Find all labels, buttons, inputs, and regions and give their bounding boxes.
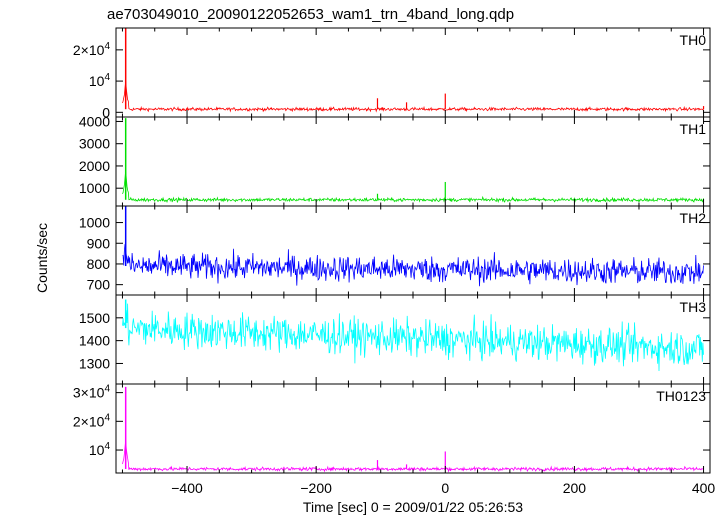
y-tick-label: 2000: [79, 158, 110, 174]
panel-th2: 1000 900 800 700 TH2: [79, 205, 711, 296]
chart-title: ae703049010_20090122052653_wam1_trn_4ban…: [107, 6, 514, 23]
y-tick-label: 2×104: [73, 412, 111, 429]
y-tick-label: 104: [89, 441, 111, 458]
y-tick-label: 1400: [79, 333, 110, 349]
y-tick-label: 4000: [79, 113, 110, 129]
x-axis-label: Time [sec] 0 = 2009/01/22 05:26:53: [303, 499, 523, 515]
panel-frame: [115, 205, 711, 296]
series-line-th1: [122, 170, 704, 204]
series-line-th0123: [122, 440, 704, 473]
series-line-th0: [122, 81, 704, 113]
panel-label: TH1: [680, 121, 707, 137]
panel-label: TH0123: [656, 388, 706, 404]
x-tick-label: −400: [171, 480, 203, 496]
panel-frame: [115, 27, 711, 118]
y-tick-label: 1000: [79, 215, 110, 231]
y-tick-label: 700: [87, 277, 111, 293]
x-tick-label: 200: [563, 480, 587, 496]
y-tick-label: 800: [87, 256, 111, 272]
panel-frame: [115, 383, 711, 474]
panel-label: TH3: [680, 299, 707, 315]
x-tick-label: 0: [441, 480, 449, 496]
y-tick-label: 900: [87, 235, 111, 251]
panel-th0123: 3×104 2×104 104 TH0123: [73, 383, 711, 474]
panel-th3: 1500 1400 1300 TH3: [79, 294, 711, 385]
panel-th1: 4000 3000 2000 1000 TH1: [79, 113, 711, 207]
y-tick-label: 3000: [79, 136, 110, 152]
panel-th0: 2×104 104 0 TH0: [73, 27, 711, 120]
x-tick-label: −200: [300, 480, 332, 496]
panel-frame: [115, 116, 711, 207]
y-tick-label: 0: [102, 104, 110, 120]
y-axis-label: Counts/sec: [34, 223, 50, 293]
y-tick-label: 2×104: [73, 41, 111, 58]
series-line-th3: [122, 303, 704, 372]
panels-group: 2×1041040TH04000300020001000TH1100090080…: [73, 27, 716, 496]
y-tick-label: 104: [89, 72, 111, 89]
y-tick-label: 1300: [79, 355, 110, 371]
y-tick-label: 1000: [79, 180, 110, 196]
y-tick-label: 3×104: [73, 384, 111, 401]
panel-label: TH0: [680, 32, 707, 48]
series-line-th2: [122, 244, 704, 287]
x-tick-label: 400: [692, 480, 716, 496]
panel-label: TH2: [680, 210, 707, 226]
y-tick-label: 1500: [79, 310, 110, 326]
